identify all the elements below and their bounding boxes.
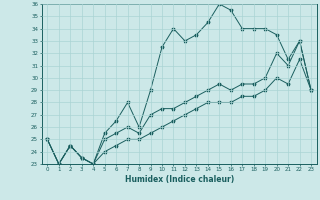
- X-axis label: Humidex (Indice chaleur): Humidex (Indice chaleur): [124, 175, 234, 184]
